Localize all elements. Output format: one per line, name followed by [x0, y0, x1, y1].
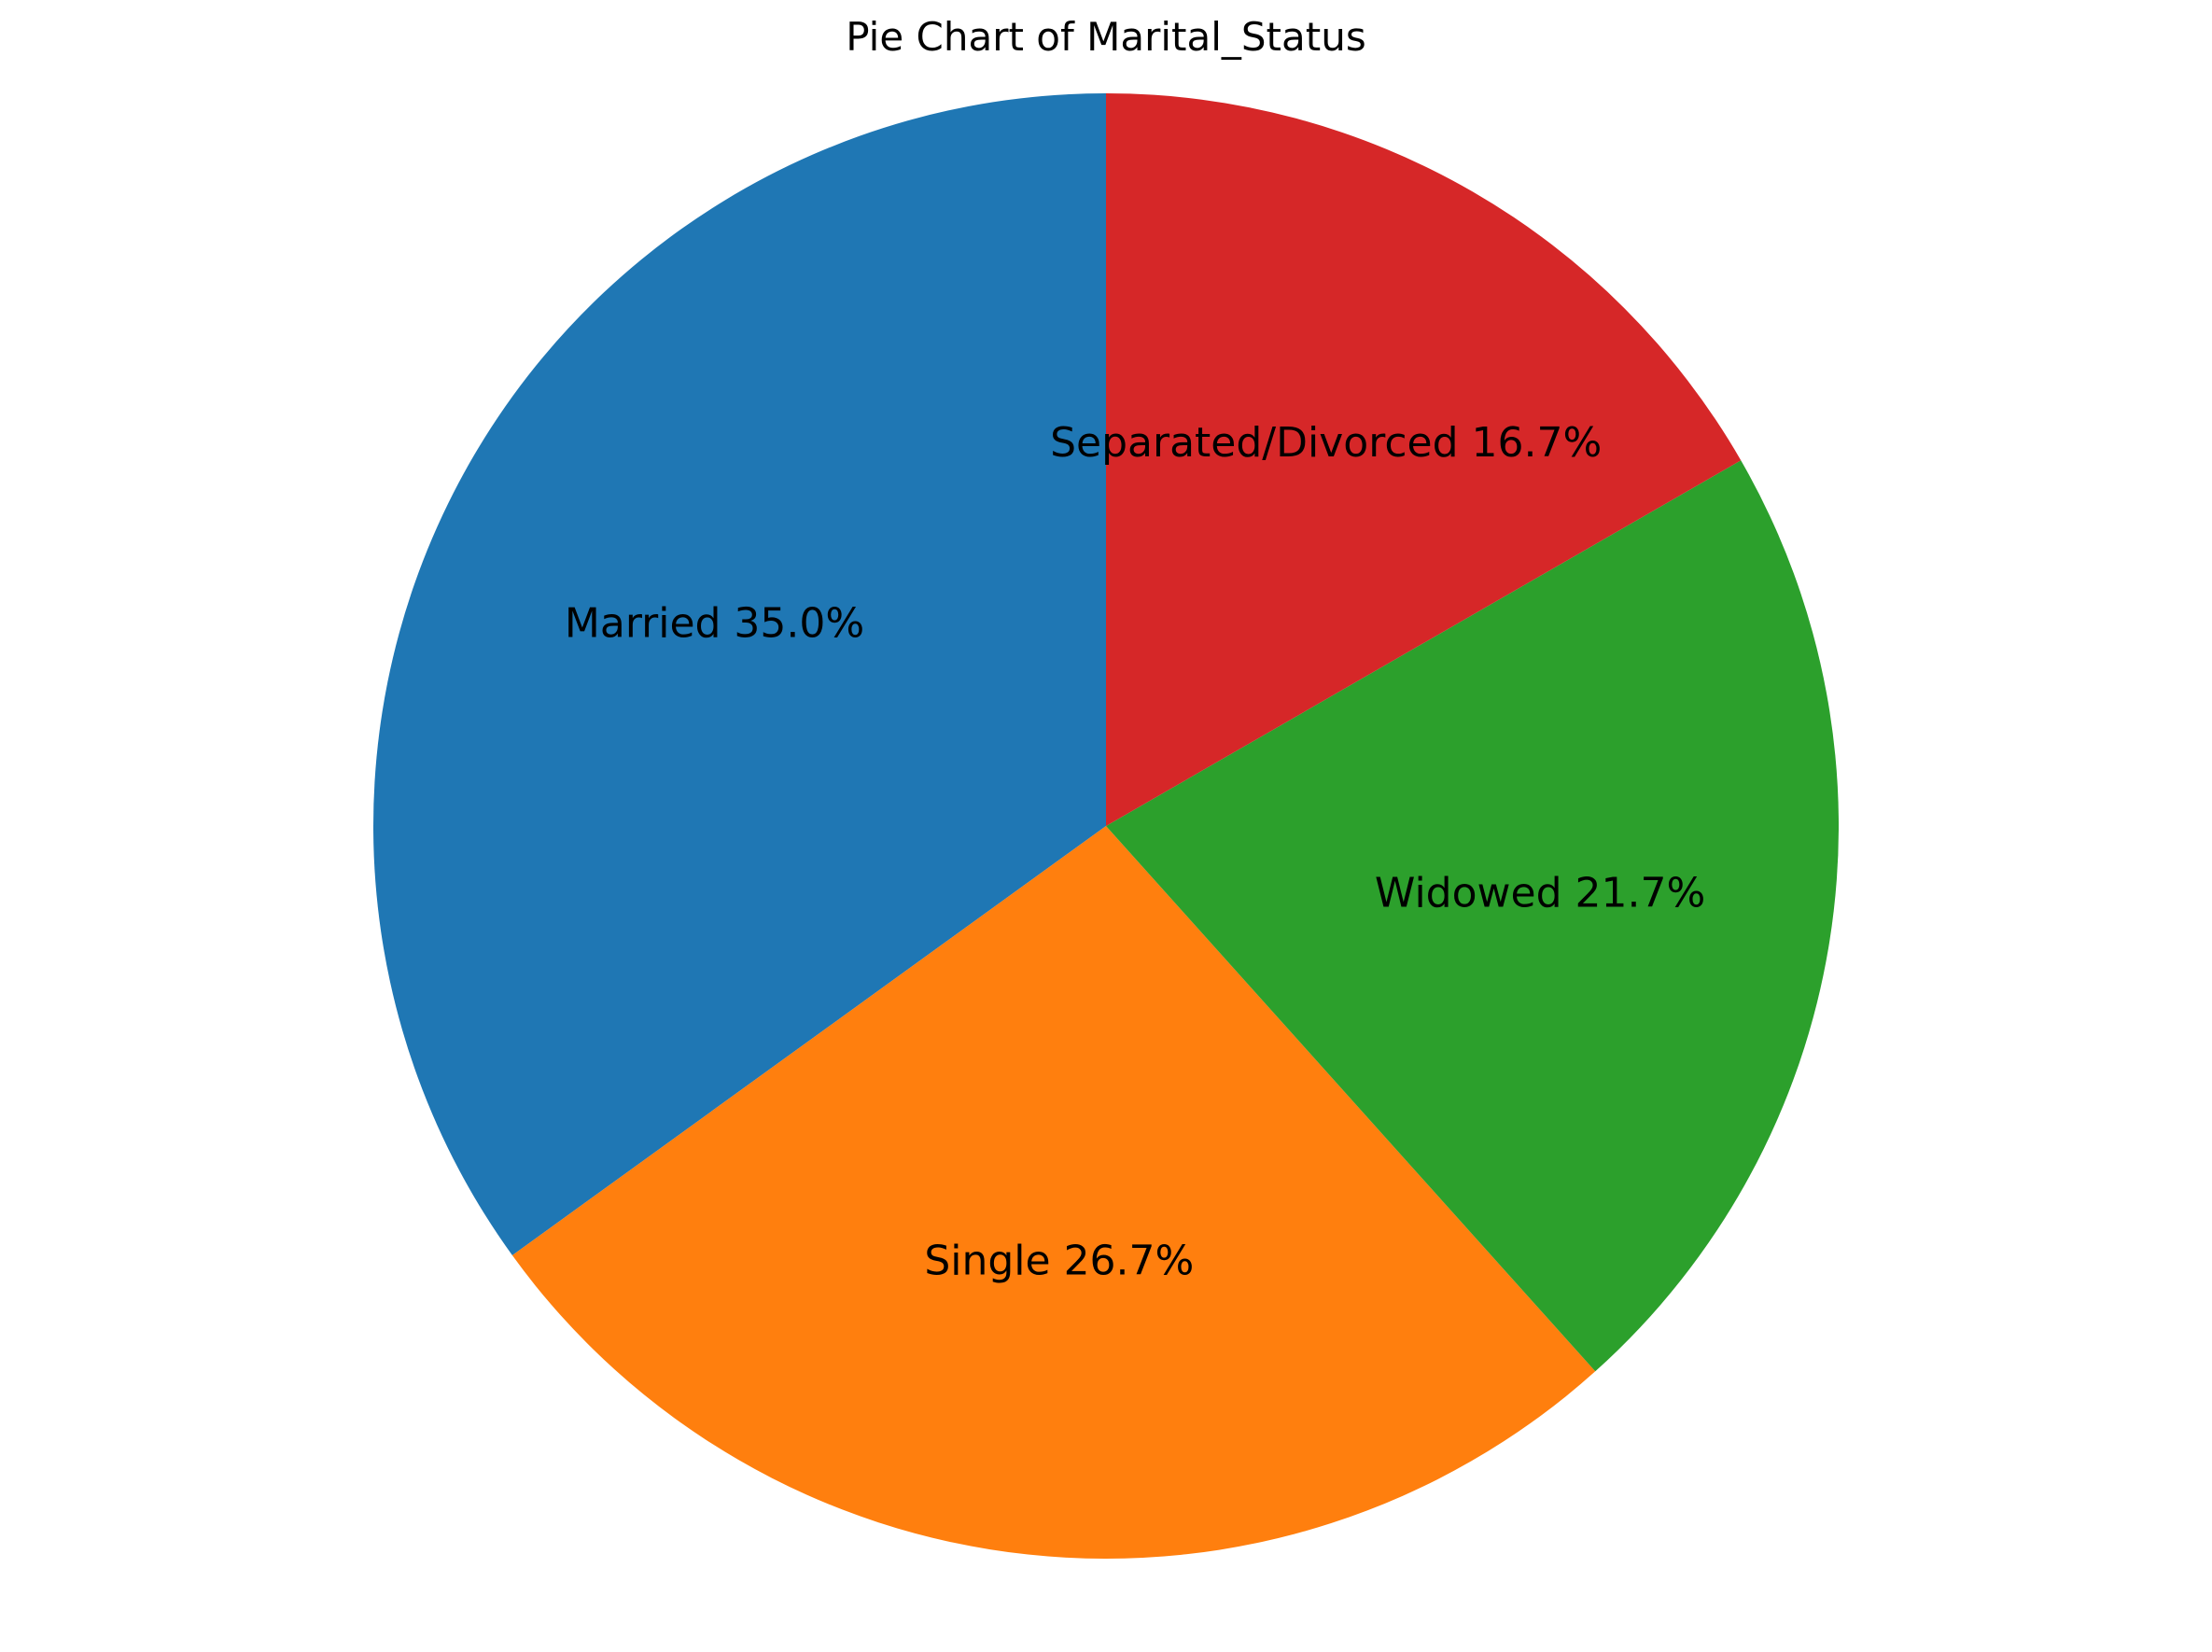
labels-layer: Married 35.0% Single 26.7% Widowed 21.7% Se… — [565, 419, 1705, 1284]
slice-label-married: Married 35.0% — [565, 600, 864, 648]
pie-slice-married — [372, 93, 1106, 1256]
slices-layer — [372, 92, 1839, 1560]
chart-title: Pie Chart of Marital_Status — [846, 14, 1366, 60]
slice-label-widowed: Widowed 21.7% — [1375, 869, 1705, 917]
pie-slice-widowed — [1106, 460, 1839, 1372]
pie-slice-separated-divorced — [1106, 92, 1742, 826]
slice-label-single: Single 26.7% — [924, 1237, 1194, 1284]
pie-slice-single — [511, 826, 1596, 1560]
slice-label-separated-divorced: Separated/Divorced 16.7% — [1050, 419, 1602, 467]
